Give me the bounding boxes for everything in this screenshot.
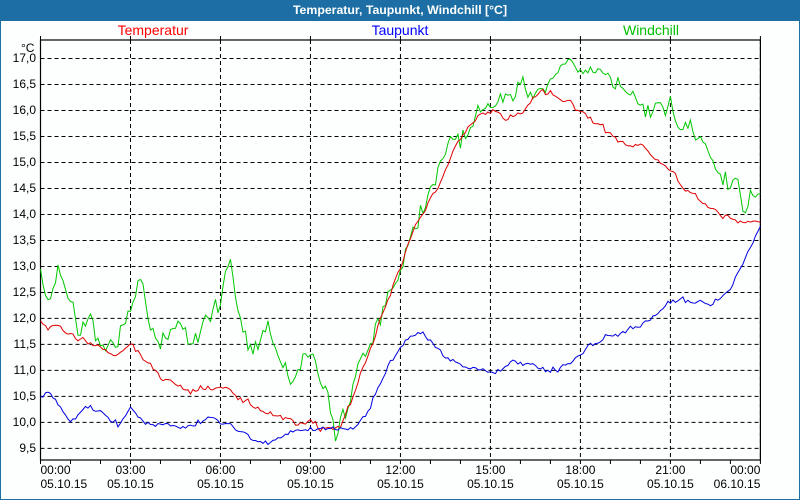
svg-text:05.10.15: 05.10.15 bbox=[287, 477, 334, 491]
svg-text:11,0: 11,0 bbox=[14, 363, 37, 377]
svg-text:15,5: 15,5 bbox=[13, 129, 37, 143]
svg-text:16,0: 16,0 bbox=[13, 103, 37, 117]
svg-text:9,5: 9,5 bbox=[19, 441, 36, 455]
svg-text:18:00: 18:00 bbox=[565, 463, 595, 477]
svg-text:10,0: 10,0 bbox=[13, 415, 37, 429]
svg-text:05.10.15: 05.10.15 bbox=[41, 477, 88, 491]
svg-text:05.10.15: 05.10.15 bbox=[467, 477, 514, 491]
svg-text:06:00: 06:00 bbox=[205, 463, 235, 477]
svg-text:13,0: 13,0 bbox=[13, 259, 37, 273]
svg-text:14,0: 14,0 bbox=[13, 207, 37, 221]
svg-text:00:00: 00:00 bbox=[730, 463, 760, 477]
svg-text:10,5: 10,5 bbox=[13, 389, 37, 403]
svg-text:05.10.15: 05.10.15 bbox=[107, 477, 154, 491]
svg-text:11,5: 11,5 bbox=[14, 337, 37, 351]
svg-text:12,5: 12,5 bbox=[13, 285, 37, 299]
svg-text:12,0: 12,0 bbox=[13, 311, 37, 325]
svg-text:14,5: 14,5 bbox=[13, 181, 37, 195]
svg-text:03:00: 03:00 bbox=[115, 463, 145, 477]
svg-text:00:00: 00:00 bbox=[41, 463, 71, 477]
svg-text:15,0: 15,0 bbox=[13, 155, 37, 169]
svg-text:13,5: 13,5 bbox=[13, 233, 37, 247]
svg-text:06.10.15: 06.10.15 bbox=[714, 477, 761, 491]
svg-text:17,0: 17,0 bbox=[13, 51, 37, 65]
svg-text:09:00: 09:00 bbox=[295, 463, 325, 477]
svg-text:05.10.15: 05.10.15 bbox=[647, 477, 694, 491]
svg-text:16,5: 16,5 bbox=[13, 77, 37, 91]
svg-text:21:00: 21:00 bbox=[655, 463, 685, 477]
svg-text:05.10.15: 05.10.15 bbox=[197, 477, 244, 491]
svg-text:05.10.15: 05.10.15 bbox=[557, 477, 604, 491]
svg-text:15:00: 15:00 bbox=[475, 463, 505, 477]
svg-text:05.10.15: 05.10.15 bbox=[377, 477, 424, 491]
svg-text:12:00: 12:00 bbox=[385, 463, 415, 477]
